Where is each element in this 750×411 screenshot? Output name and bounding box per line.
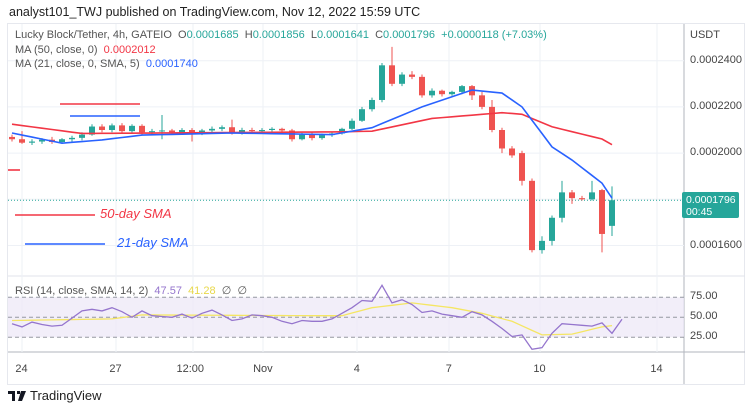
chart-frame (7, 23, 745, 385)
candle-body (39, 139, 45, 142)
candle-body (259, 130, 265, 132)
candle-body (549, 217, 555, 241)
price-tick-label: 0.0001600 (690, 238, 742, 251)
low-value: 0.0001641 (316, 29, 369, 41)
close-value: 0.0001796 (383, 29, 436, 41)
candle-body (579, 198, 585, 200)
candle-body (159, 130, 165, 132)
candle-body (79, 134, 85, 138)
candle-body (559, 192, 565, 218)
candle-body (59, 139, 65, 143)
ma50-line (11, 111, 613, 146)
change-value: +0.0000118 (+7.03%) (441, 29, 547, 41)
rsi-line (11, 284, 623, 351)
time-tick-label: 10 (533, 363, 546, 375)
price-tick-label: 0.0002200 (690, 99, 742, 112)
currency-label: USDT (690, 29, 720, 41)
time-tick-label: 14 (650, 363, 663, 375)
candle-body (399, 74, 405, 84)
ma21-annotation-text: 21-day SMA (117, 235, 189, 250)
ma50-legend[interactable]: MA (50, close, 0) 0.0002012 (15, 44, 156, 56)
time-tick-label: 24 (15, 363, 28, 375)
candle-body (529, 180, 535, 251)
last-price-badge: 0.0001796 00:45 (682, 192, 739, 218)
bar-countdown: 00:45 (686, 206, 713, 218)
candle-body (349, 120, 355, 129)
rsi-value: 47.57 (154, 285, 182, 297)
rsi-tick-label: 50.00 (690, 310, 718, 323)
candle-body (169, 130, 175, 133)
rsi-ma-line (11, 302, 613, 336)
candle-body (569, 192, 575, 199)
candle-body (379, 65, 385, 100)
candle-body (149, 131, 155, 133)
time-tick-label: Nov (253, 363, 273, 375)
candle-body (429, 90, 435, 96)
high-value: 0.0001856 (252, 29, 305, 41)
candle-body (189, 130, 195, 134)
rsi-ma-value: 41.28 (188, 285, 216, 297)
ma50-annotation-text: 50-day SMA (100, 206, 172, 221)
ma21-value: 0.0001740 (145, 58, 198, 70)
open-value: 0.0001685 (186, 29, 239, 41)
candle-body (209, 128, 215, 131)
candle-body (599, 190, 605, 234)
candle-body (229, 127, 235, 133)
candle-body (269, 128, 275, 130)
rsi-legend[interactable]: RSI (14, close, SMA, 14, 2) 47.57 41.28 … (15, 285, 248, 297)
tradingview-logo[interactable]: TradingView (8, 388, 102, 403)
ma50-value: 0.0002012 (103, 44, 156, 56)
time-tick-label: 27 (109, 363, 122, 375)
price-tick-label: 0.0002400 (690, 53, 742, 66)
candle-body (309, 134, 315, 139)
candle-body (419, 76, 425, 96)
candle-body (29, 141, 35, 143)
ma21-legend[interactable]: MA (21, close, 0, SMA, 5) 0.0001740 (15, 58, 198, 70)
candle-body (389, 65, 395, 84)
candle-body (69, 137, 75, 140)
candle-body (9, 136, 15, 140)
candle-body (299, 134, 305, 140)
candle-body (489, 106, 495, 130)
rsi-tick-label: 75.00 (690, 290, 718, 303)
candle-body (449, 91, 455, 95)
candle-body (129, 125, 135, 132)
time-tick-label: 12:00 (176, 363, 205, 375)
time-tick-label: 7 (445, 363, 452, 375)
candle-body (179, 130, 185, 133)
candle-body (499, 130, 505, 149)
symbol-legend: Lucky Block/Tether, 4h, GATEIO O0.000168… (15, 29, 547, 41)
candle-body (369, 99, 375, 110)
candle-body (249, 130, 255, 132)
candle-body (279, 128, 285, 131)
candle-body (589, 192, 595, 200)
candle-body (609, 200, 615, 226)
candle-body (99, 126, 105, 130)
price-tick-label: 0.0002000 (690, 146, 742, 159)
candle-body (219, 127, 225, 129)
candle-body (19, 139, 25, 143)
candle-body (89, 126, 95, 135)
candle-body (509, 148, 515, 156)
published-caption: analyst101_TWJ published on TradingView.… (9, 5, 421, 19)
symbol-title: Lucky Block/Tether, 4h, GATEIO (15, 29, 172, 41)
rsi-tick-label: 25.00 (690, 330, 718, 343)
candle-body (139, 125, 145, 133)
candle-body (409, 74, 415, 77)
candle-body (239, 130, 245, 133)
candle-body (459, 86, 465, 92)
candle-body (359, 109, 365, 121)
candle-body (439, 90, 445, 95)
candle-body (109, 125, 115, 130)
candle-body (479, 95, 485, 107)
candle-body (539, 240, 545, 251)
candle-body (319, 135, 325, 139)
time-tick-label: 4 (353, 363, 360, 375)
tradingview-logo-icon (8, 390, 26, 401)
candle-body (289, 130, 295, 140)
candle-body (119, 125, 125, 132)
candle-body (519, 153, 525, 181)
ma21-line (11, 89, 613, 199)
